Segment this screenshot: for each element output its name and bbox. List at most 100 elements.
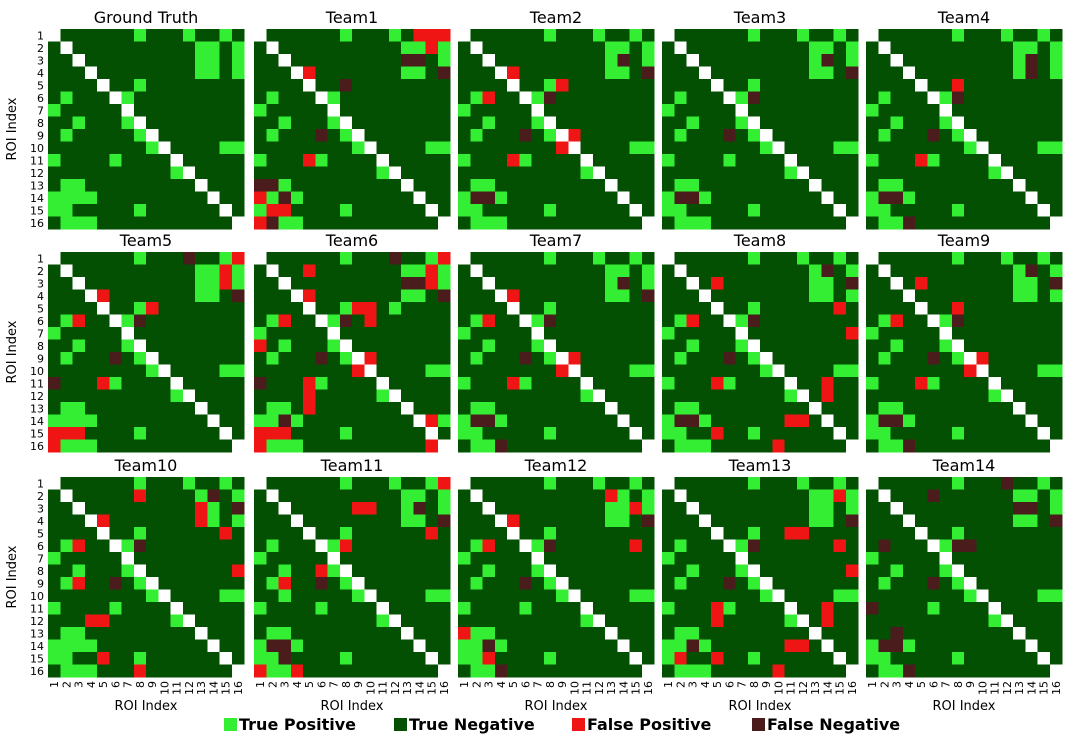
tn-cell (364, 66, 377, 80)
tp-cell (878, 577, 891, 590)
tn-cell (364, 564, 377, 578)
tn-cell (580, 564, 594, 578)
tn-cell (641, 252, 655, 265)
fn-cell (674, 191, 687, 205)
tp-cell (866, 104, 879, 117)
tn-cell (711, 514, 724, 528)
tn-cell (772, 639, 785, 653)
tn-cell (747, 289, 761, 303)
tn-cell (1049, 129, 1063, 142)
tp-cell (219, 364, 233, 378)
fn-cell (48, 377, 61, 390)
diagonal-cell (629, 652, 643, 665)
tp-cell (482, 564, 496, 578)
tn-cell (97, 564, 110, 578)
x-tick-label: 11 (989, 681, 1002, 695)
tn-cell (482, 166, 496, 180)
tn-cell (207, 427, 220, 440)
fp-cell (845, 564, 859, 578)
tp-cell (878, 402, 891, 415)
fp-cell (425, 41, 439, 55)
tn-cell (915, 289, 928, 303)
diagonal-cell (266, 264, 279, 278)
tn-cell (97, 364, 110, 378)
tn-cell (629, 166, 643, 180)
tn-cell (388, 91, 402, 105)
tn-cell (556, 539, 569, 553)
tp-cell (674, 577, 687, 590)
tn-cell (376, 439, 390, 453)
tn-cell (723, 414, 736, 428)
tn-cell (315, 639, 328, 653)
tn-cell (629, 639, 643, 653)
fp-cell (686, 314, 700, 328)
tn-cell (531, 402, 545, 415)
tn-cell (388, 377, 402, 390)
tn-cell (543, 179, 557, 192)
tn-cell (352, 514, 365, 528)
fn-cell (109, 352, 122, 365)
tp-cell (133, 527, 147, 540)
tn-cell (327, 427, 341, 440)
fp-cell (425, 29, 439, 42)
tn-cell (494, 364, 508, 378)
diagonal-cell (915, 302, 928, 315)
tn-cell (327, 191, 341, 205)
tn-cell (531, 216, 545, 230)
tn-cell (1037, 377, 1051, 390)
fn-cell (878, 414, 891, 428)
tn-cell (845, 389, 859, 403)
fp-cell (629, 539, 643, 553)
tn-cell (315, 614, 328, 628)
tn-cell (519, 204, 532, 217)
tn-cell (84, 652, 98, 665)
diagonal-cell (833, 427, 847, 440)
tn-cell (760, 179, 773, 192)
tn-cell (735, 41, 749, 55)
y-axis-label: ROI Index (5, 545, 20, 608)
tn-cell (376, 552, 390, 565)
tn-cell (97, 41, 110, 55)
tn-cell (84, 104, 98, 117)
tn-cell (747, 216, 761, 230)
tn-cell (772, 252, 785, 265)
tp-cell (988, 614, 1002, 628)
y-tick-label: 1 (37, 477, 44, 490)
tn-cell (121, 216, 135, 230)
tn-cell (278, 527, 292, 540)
diagonal-cell (303, 527, 316, 540)
tn-cell (84, 602, 98, 615)
tn-cell (388, 664, 402, 678)
tp-cell (927, 377, 940, 390)
tn-cell (988, 527, 1002, 540)
tp-cell (641, 277, 655, 290)
x-tick-label: 11 (377, 681, 390, 695)
tn-cell (772, 41, 785, 55)
x-tick-label: 7 (532, 681, 545, 688)
tn-cell (158, 204, 171, 217)
tn-cell (290, 539, 304, 553)
tn-cell (617, 252, 630, 265)
tn-cell (927, 652, 940, 665)
tn-cell (1000, 339, 1014, 353)
tn-cell (735, 377, 749, 390)
tn-cell (772, 427, 785, 440)
tp-cell (890, 216, 904, 230)
x-axis-label: ROI Index (524, 699, 587, 714)
tn-cell (592, 277, 606, 290)
tp-cell (437, 264, 451, 278)
tn-cell (1049, 577, 1063, 590)
tn-cell (231, 116, 245, 130)
tn-cell (315, 79, 328, 92)
diagonal-cell (48, 252, 61, 265)
tn-cell (182, 577, 196, 590)
tn-cell (1025, 539, 1038, 553)
tn-cell (48, 539, 61, 553)
tn-cell (278, 29, 292, 42)
tn-cell (821, 129, 834, 142)
tn-cell (1037, 602, 1051, 615)
tn-cell (784, 664, 798, 678)
tn-cell (686, 489, 700, 503)
tp-cell (133, 652, 147, 665)
tn-cell (437, 104, 451, 117)
